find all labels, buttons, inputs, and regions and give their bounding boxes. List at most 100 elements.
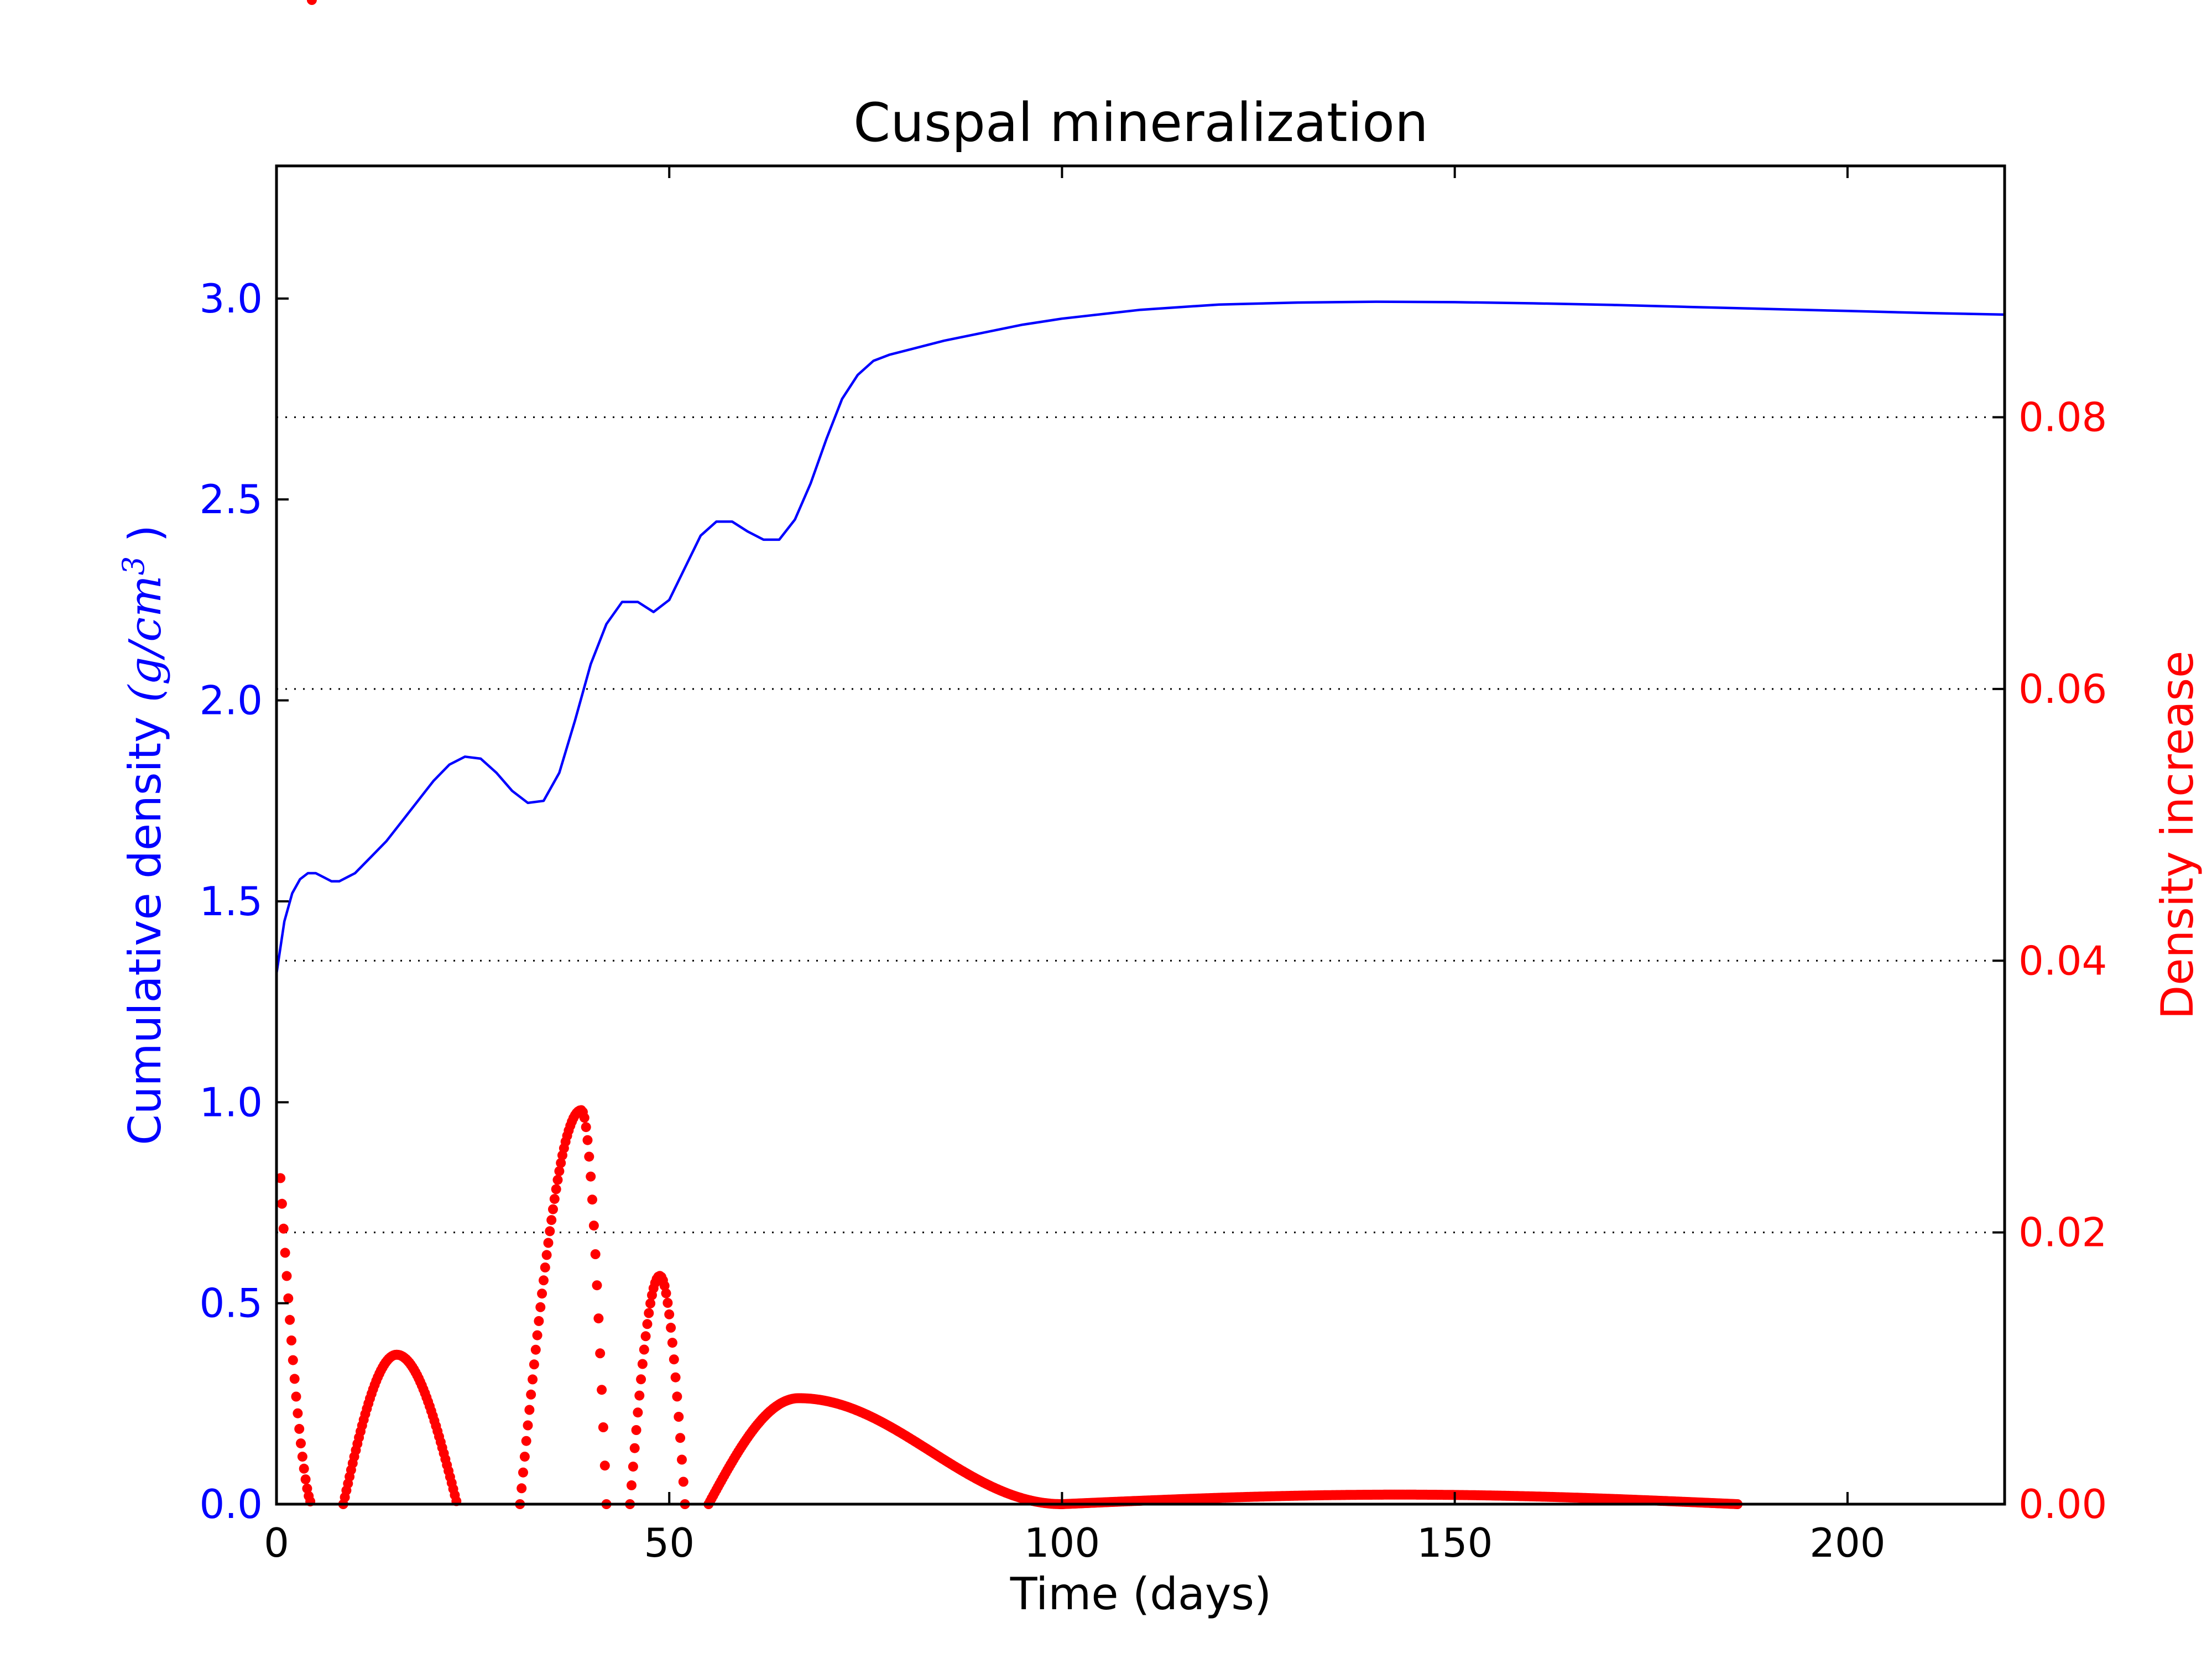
- point-density-increase: [306, 0, 317, 5]
- point-density-increase: [540, 1262, 550, 1272]
- x-tick-label: 50: [644, 1520, 695, 1566]
- point-density-increase: [592, 1280, 602, 1291]
- y-right-tick-label: 0.04: [2018, 937, 2107, 984]
- point-density-increase: [588, 1220, 599, 1231]
- point-density-increase: [639, 1344, 649, 1355]
- point-density-increase: [678, 1477, 688, 1487]
- x-tick-label: 0: [264, 1520, 289, 1566]
- point-density-increase: [299, 1463, 309, 1474]
- point-density-increase: [524, 1405, 535, 1415]
- point-density-increase: [556, 1158, 566, 1168]
- point-density-increase: [554, 1166, 565, 1176]
- point-density-increase: [677, 1454, 687, 1465]
- y-left-tick-label: 2.5: [199, 476, 263, 523]
- point-density-increase: [280, 1248, 290, 1258]
- point-density-increase: [675, 1433, 686, 1443]
- point-density-increase: [275, 1173, 286, 1183]
- point-density-increase: [530, 1344, 541, 1355]
- point-density-increase: [645, 1298, 656, 1308]
- point-density-increase: [528, 1374, 538, 1385]
- y-axis-left: 0.0 0.5 1.0 1.5 2.0 2.5 3.0: [199, 275, 289, 1527]
- point-density-increase: [672, 1391, 682, 1402]
- point-density-increase: [546, 1215, 557, 1225]
- point-density-increase: [289, 1374, 300, 1384]
- point-density-increase: [590, 1249, 601, 1259]
- point-density-increase: [631, 1425, 641, 1435]
- point-density-increase: [288, 1355, 298, 1365]
- line-cumulative-density: [275, 300, 2005, 974]
- y-right-tick-label: 0.02: [2018, 1209, 2107, 1256]
- point-density-increase: [541, 1250, 552, 1260]
- point-density-increase: [595, 1348, 606, 1359]
- point-density-increase: [529, 1359, 539, 1370]
- point-density-increase: [628, 1462, 638, 1472]
- y-axis-right: 0.00 0.02 0.04 0.06 0.08: [1992, 394, 2107, 1527]
- point-density-increase: [286, 1335, 296, 1345]
- point-density-increase: [293, 1408, 303, 1418]
- point-density-increase: [633, 1407, 643, 1418]
- point-density-increase: [543, 1238, 554, 1248]
- point-density-increase: [636, 1374, 646, 1385]
- point-density-increase: [670, 1372, 681, 1383]
- point-density-increase: [664, 1309, 675, 1319]
- point-density-increase: [644, 1308, 654, 1318]
- point-density-increase: [587, 1194, 597, 1205]
- point-density-increase: [548, 1204, 558, 1214]
- x-tick-label: 200: [1809, 1520, 1885, 1566]
- point-density-increase: [669, 1354, 679, 1365]
- point-density-increase: [552, 1175, 563, 1185]
- point-density-increase: [539, 1275, 549, 1286]
- point-density-increase: [598, 1422, 608, 1432]
- y-right-tick-label: 0.00: [2018, 1481, 2107, 1527]
- point-density-increase: [599, 1460, 610, 1471]
- point-density-increase: [642, 1319, 653, 1329]
- point-density-increase: [593, 1313, 604, 1324]
- point-density-increase: [278, 1223, 289, 1234]
- y-axis-left-title-close: ): [119, 525, 171, 556]
- point-density-increase: [579, 1113, 589, 1123]
- point-density-increase: [637, 1359, 648, 1369]
- x-axis: 0 50 100 150 200: [264, 166, 1886, 1566]
- point-density-increase: [297, 1452, 307, 1462]
- y-left-tick-label: 3.0: [199, 275, 263, 322]
- y-left-tick-label: 2.0: [199, 677, 263, 724]
- point-density-increase: [582, 1135, 593, 1145]
- point-density-increase: [296, 1438, 306, 1449]
- y-left-tick-label: 1.5: [199, 878, 263, 925]
- point-density-increase: [640, 1331, 651, 1342]
- series-density-increase: [275, 0, 1743, 1509]
- point-density-increase: [281, 1271, 292, 1281]
- point-density-increase: [537, 1288, 547, 1299]
- point-density-increase: [291, 1391, 301, 1402]
- point-density-increase: [545, 1226, 555, 1237]
- y-axis-left-title-sup: 3: [116, 556, 151, 575]
- point-density-increase: [661, 1288, 671, 1298]
- x-axis-title: Time (days): [1010, 1568, 1271, 1620]
- point-density-increase: [523, 1420, 533, 1431]
- point-density-increase: [518, 1467, 528, 1478]
- point-density-increase: [666, 1322, 676, 1333]
- series-cumulative-density: [275, 300, 2005, 974]
- point-density-increase: [519, 1452, 530, 1462]
- y-right-tick-label: 0.06: [2018, 666, 2107, 712]
- point-density-increase: [629, 1443, 640, 1453]
- point-density-increase: [581, 1122, 591, 1133]
- point-density-increase: [549, 1194, 560, 1204]
- chart-title: Cuspal mineralization: [853, 92, 1428, 154]
- point-density-increase: [534, 1316, 544, 1326]
- point-density-increase: [584, 1151, 594, 1162]
- point-density-increase: [285, 1314, 295, 1325]
- x-tick-label: 150: [1417, 1520, 1493, 1566]
- point-density-increase: [526, 1389, 536, 1400]
- point-density-increase: [586, 1171, 596, 1182]
- plot-frame: [275, 164, 2006, 1506]
- y-axis-left-title-text: Cumulative density: [119, 702, 171, 1145]
- grid-lines: [276, 416, 2005, 1234]
- point-density-increase: [674, 1412, 684, 1422]
- y-left-tick-label: 0.0: [199, 1481, 263, 1527]
- y-axis-right-title: Density increase: [2152, 651, 2203, 1020]
- point-density-increase: [300, 1474, 311, 1485]
- point-density-increase: [634, 1390, 645, 1401]
- point-density-increase: [627, 1480, 637, 1490]
